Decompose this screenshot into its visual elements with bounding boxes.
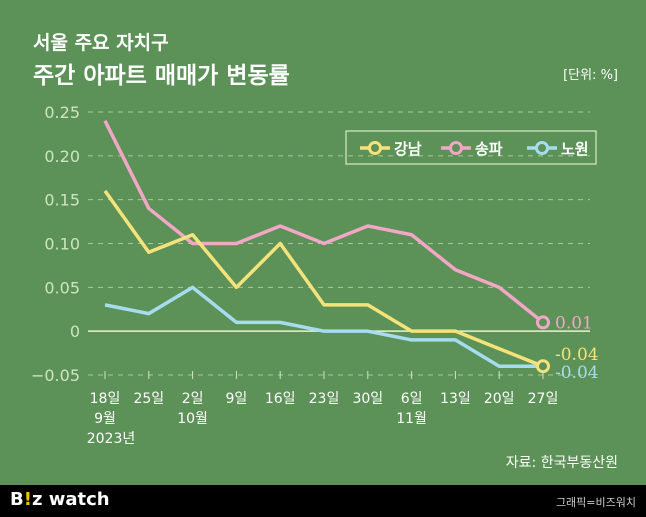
y-tick-label: 0.20 xyxy=(44,147,80,166)
legend-label: 노원 xyxy=(561,140,589,158)
x-tick-label: 30일 xyxy=(352,391,383,407)
y-tick-label: −0.05 xyxy=(31,366,80,385)
x-month-label: 9월 xyxy=(94,411,116,427)
x-tick-label: 6일 xyxy=(401,391,423,407)
y-tick-label: 0.15 xyxy=(44,191,80,210)
bizwatch-logo: B!z watch xyxy=(10,489,110,510)
legend-marker xyxy=(535,141,549,155)
x-tick-label: 16일 xyxy=(265,391,296,407)
y-tick-label: 0.05 xyxy=(44,278,80,297)
end-marker-강남 xyxy=(536,359,550,374)
x-tick-label: 2일 xyxy=(182,391,204,407)
x-tick-label: 27일 xyxy=(528,391,559,407)
x-month-label: 11월 xyxy=(396,411,427,427)
x-tick-label: 23일 xyxy=(309,391,340,407)
end-marker-송파 xyxy=(536,315,550,330)
end-label-강남: -0.04 xyxy=(555,345,599,365)
end-label-노원: -0.04 xyxy=(555,363,599,383)
footer-bar: B!z watch 그래픽=비즈워치 xyxy=(0,485,646,517)
line-chart: 0.25 0.20 0.15 0.10 0.05 0 −0.05 18일 9월 25일 2일 10월 9… xyxy=(31,103,599,447)
x-tick-label: 25일 xyxy=(133,391,164,407)
series-line-송파 xyxy=(103,119,545,324)
y-tick-label: 0.10 xyxy=(44,235,80,254)
x-month-label: 10월 xyxy=(177,411,208,427)
series-line-강남 xyxy=(103,189,544,368)
legend-label: 송파 xyxy=(475,140,503,158)
legend-marker xyxy=(449,141,463,155)
x-tick-label: 9일 xyxy=(226,391,248,407)
x-tick-label: 18일 xyxy=(90,391,121,407)
legend-marker xyxy=(368,141,382,155)
x-tick-label: 20일 xyxy=(484,391,515,407)
legend-label: 강남 xyxy=(394,140,422,158)
x-year-label: 2023년 xyxy=(87,431,136,447)
source-label: 자료: 한국부동산원 xyxy=(505,455,618,471)
title-line2: 주간 아파트 매매가 변동률 xyxy=(33,63,290,89)
title-line1: 서울 주요 자치구 xyxy=(33,32,169,54)
legend-box xyxy=(345,130,597,165)
credit-label: 그래픽=비즈워치 xyxy=(555,496,636,509)
series-line-노원 xyxy=(104,285,543,368)
x-tick-label: 13일 xyxy=(440,391,471,407)
y-tick-label: 0 xyxy=(70,322,80,341)
unit-label: [단위: %] xyxy=(563,68,618,83)
y-tick-label: 0.25 xyxy=(44,103,80,122)
end-label-송파: 0.01 xyxy=(555,313,593,333)
